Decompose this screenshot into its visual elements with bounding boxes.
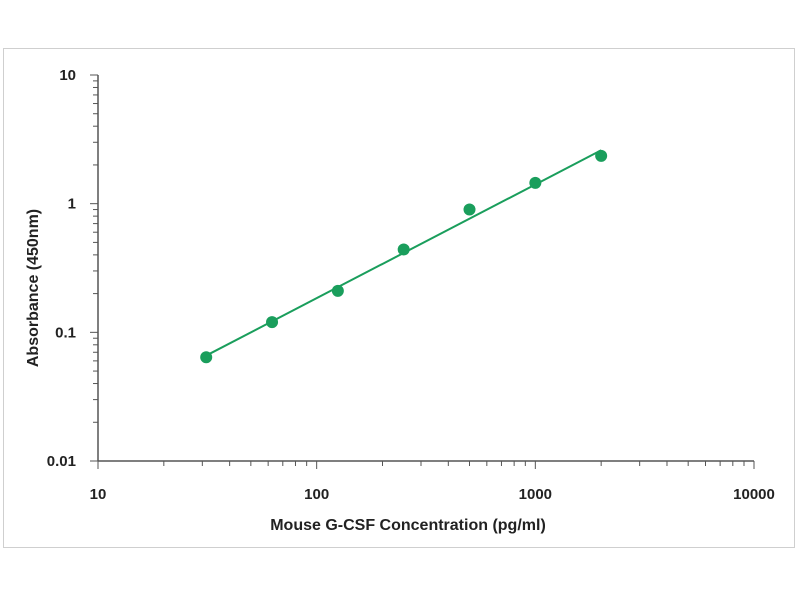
y-tick-label: 0.01 bbox=[47, 453, 76, 470]
y-axis-tick-labels: 10 1 0.1 0.01 bbox=[47, 67, 76, 470]
x-tick-label: 10 bbox=[90, 486, 107, 503]
x-axis-tick-labels: 10 100 1000 10000 bbox=[90, 486, 775, 503]
data-point bbox=[200, 351, 213, 364]
x-tick-label: 10000 bbox=[733, 486, 775, 503]
y-axis-title: Absorbance (450nm) bbox=[25, 209, 42, 367]
y-tick-label: 0.1 bbox=[55, 324, 76, 341]
x-axis-title: Mouse G-CSF Concentration (pg/ml) bbox=[270, 517, 546, 534]
data-point bbox=[331, 284, 344, 297]
chart-frame bbox=[3, 48, 795, 548]
y-tick-label: 10 bbox=[59, 67, 76, 84]
x-axis-ticks bbox=[97, 461, 755, 469]
data-point bbox=[397, 243, 410, 256]
y-tick-label: 1 bbox=[68, 196, 76, 213]
y-axis-ticks bbox=[90, 74, 98, 462]
x-tick-label: 1000 bbox=[519, 486, 552, 503]
x-tick-label: 100 bbox=[304, 486, 329, 503]
data-point bbox=[595, 149, 608, 162]
axes-group bbox=[90, 74, 755, 469]
data-point bbox=[463, 203, 476, 216]
data-point bbox=[266, 316, 279, 329]
data-point bbox=[529, 176, 542, 189]
data-points bbox=[200, 149, 608, 364]
